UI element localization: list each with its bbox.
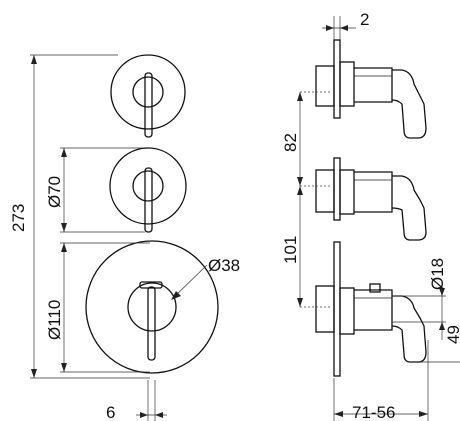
dim-273: 273 xyxy=(9,54,150,379)
dim-6: 6 xyxy=(106,380,167,421)
front-view: 273 Ø70 Ø110 Ø38 xyxy=(9,54,240,421)
dim-70-label: Ø70 xyxy=(45,176,64,208)
dim-273-label: 273 xyxy=(9,204,28,232)
dim-6-label: 6 xyxy=(106,403,115,421)
dim-18: Ø18 xyxy=(392,258,447,340)
dim-2-label: 2 xyxy=(360,10,369,29)
dim-38-label: Ø38 xyxy=(208,256,240,275)
dim-18-label: Ø18 xyxy=(428,258,447,290)
dim-70: Ø70 xyxy=(45,147,145,233)
large-plate xyxy=(85,240,219,374)
dim-71-56-label: 71-56 xyxy=(352,403,395,421)
dim-82: 82 xyxy=(281,92,303,186)
dim-101: 101 xyxy=(281,186,303,307)
dim-82-label: 82 xyxy=(281,133,300,152)
small-plate-top xyxy=(110,54,186,138)
side-view: 2 82 101 Ø18 49 xyxy=(281,10,460,421)
dim-49-label: 49 xyxy=(444,325,460,344)
dim-38: Ø38 xyxy=(171,256,240,300)
small-plate-middle xyxy=(109,147,187,233)
dim-71-56: 71-56 xyxy=(333,340,429,421)
dim-110: Ø110 xyxy=(45,242,150,373)
side-unit-top xyxy=(315,39,427,139)
dim-101-label: 101 xyxy=(281,236,300,264)
dim-49: 49 xyxy=(420,325,460,363)
dim-2: 2 xyxy=(322,10,369,40)
dim-110-label: Ø110 xyxy=(45,300,64,340)
side-unit-middle xyxy=(315,157,427,241)
side-unit-bottom xyxy=(315,241,427,377)
